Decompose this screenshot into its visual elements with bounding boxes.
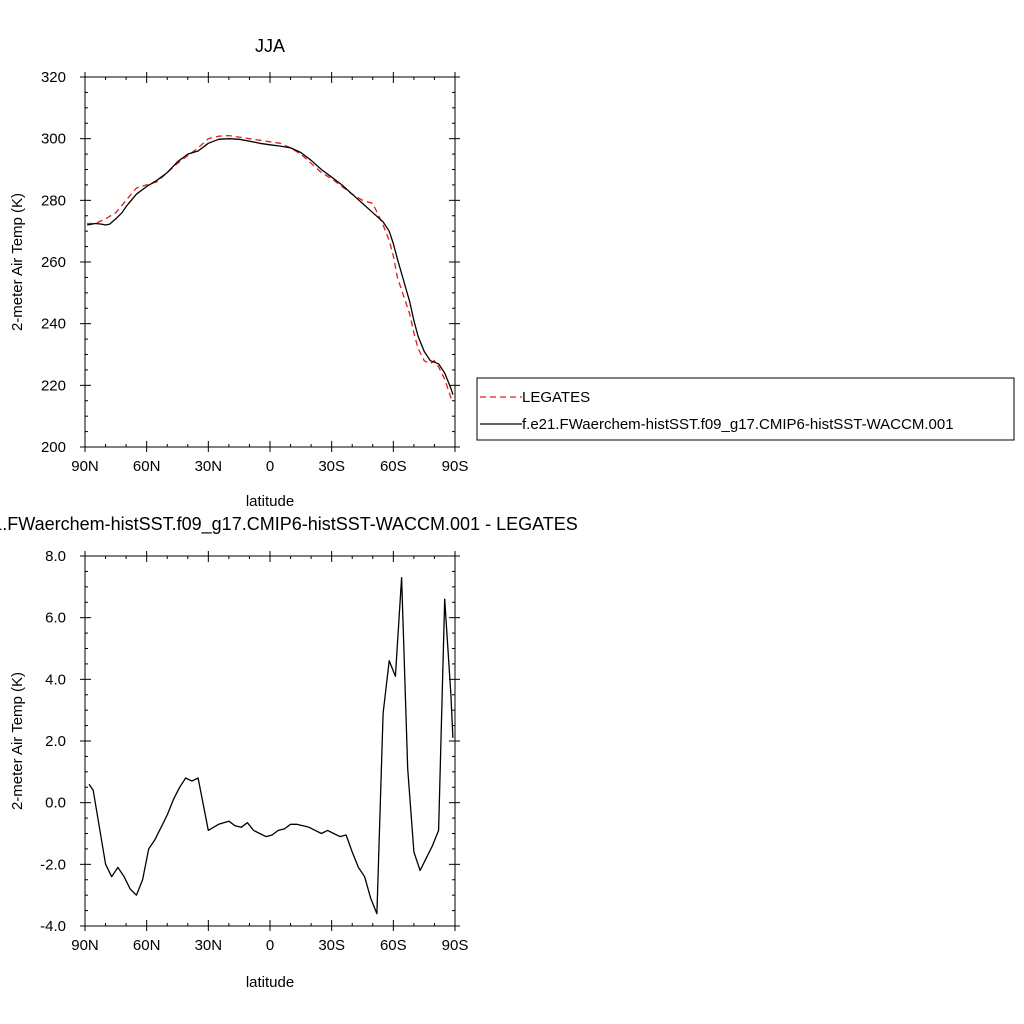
- bottom-y-tick-label: 4.0: [45, 671, 66, 688]
- bottom-x-tick-label: 0: [266, 937, 274, 954]
- bottom-panel: f.e21.FWaerchem-histSST.f09_g17.CMIP6-hi…: [0, 514, 578, 991]
- top-y-axis-label: 2-meter Air Temp (K): [9, 193, 26, 331]
- bottom-x-tick-label: 60S: [380, 937, 407, 954]
- top-x-tick-label: 90S: [442, 458, 469, 475]
- top-x-tick-label: 60S: [380, 458, 407, 475]
- bottom-series-line-model: [88, 576, 454, 915]
- top-y-tick-label: 200: [41, 439, 66, 456]
- bottom-y-tick-label: 2.0: [45, 733, 66, 750]
- top-x-tick-label: 30S: [318, 458, 345, 475]
- bottom-y-tick-label: -4.0: [40, 918, 66, 935]
- top-plot-frame: [84, 76, 456, 448]
- top-x-axis-label: latitude: [246, 493, 294, 510]
- top-series-line-model: [86, 138, 454, 395]
- legend: LEGATES f.e21.FWaerchem-histSST.f09_g17.…: [476, 377, 1015, 441]
- top-y-tick-label: 220: [41, 377, 66, 394]
- bottom-x-tick-label: 90N: [71, 937, 99, 954]
- top-x-tick-label: 90N: [71, 458, 99, 475]
- bottom-y-tick-label: 6.0: [45, 610, 66, 627]
- top-y-tick-label: 280: [41, 192, 66, 209]
- bottom-x-axis-label: latitude: [246, 974, 294, 991]
- bottom-x-tick-label: 90S: [442, 937, 469, 954]
- top-plot-area: 90N 60N 30N 0 30S 60S 90S 200 220 240 260 280 300 320: [41, 69, 468, 475]
- top-series-line-legates: [87, 134, 454, 402]
- legend-label-legates: LEGATES: [522, 389, 590, 406]
- top-y-tick-label: 320: [41, 69, 66, 86]
- bottom-x-tick-label: 60N: [133, 937, 161, 954]
- bottom-chart-title: f.e21.FWaerchem-histSST.f09_g17.CMIP6-hi…: [0, 514, 578, 535]
- bottom-y-tick-label: -2.0: [40, 856, 66, 873]
- bottom-y-tick-label: 8.0: [45, 548, 66, 565]
- top-chart-title: JJA: [255, 36, 285, 56]
- bottom-x-tick-label: 30S: [318, 937, 345, 954]
- top-y-tick-label: 300: [41, 131, 66, 148]
- top-x-tick-label: 60N: [133, 458, 161, 475]
- legend-box: [476, 377, 1015, 441]
- top-x-tick-label: 0: [266, 458, 274, 475]
- top-panel: JJA 90N 60N 30N 0 30S 60S 90S 200 220 240 260 280 30…: [9, 36, 468, 510]
- top-x-tick-label: 30N: [195, 458, 223, 475]
- legend-label-model: f.e21.FWaerchem-histSST.f09_g17.CMIP6-hi…: [522, 416, 954, 433]
- bottom-y-tick-label: 0.0: [45, 795, 66, 812]
- bottom-plot-area: 90N 60N 30N 0 30S 60S 90S -4.0 -2.0 0.0 2.0 4.0 6.0 8…: [40, 548, 468, 954]
- bottom-y-axis-label: 2-meter Air Temp (K): [9, 672, 26, 810]
- top-y-tick-label: 260: [41, 254, 66, 271]
- bottom-x-tick-label: 30N: [195, 937, 223, 954]
- top-y-tick-label: 240: [41, 316, 66, 333]
